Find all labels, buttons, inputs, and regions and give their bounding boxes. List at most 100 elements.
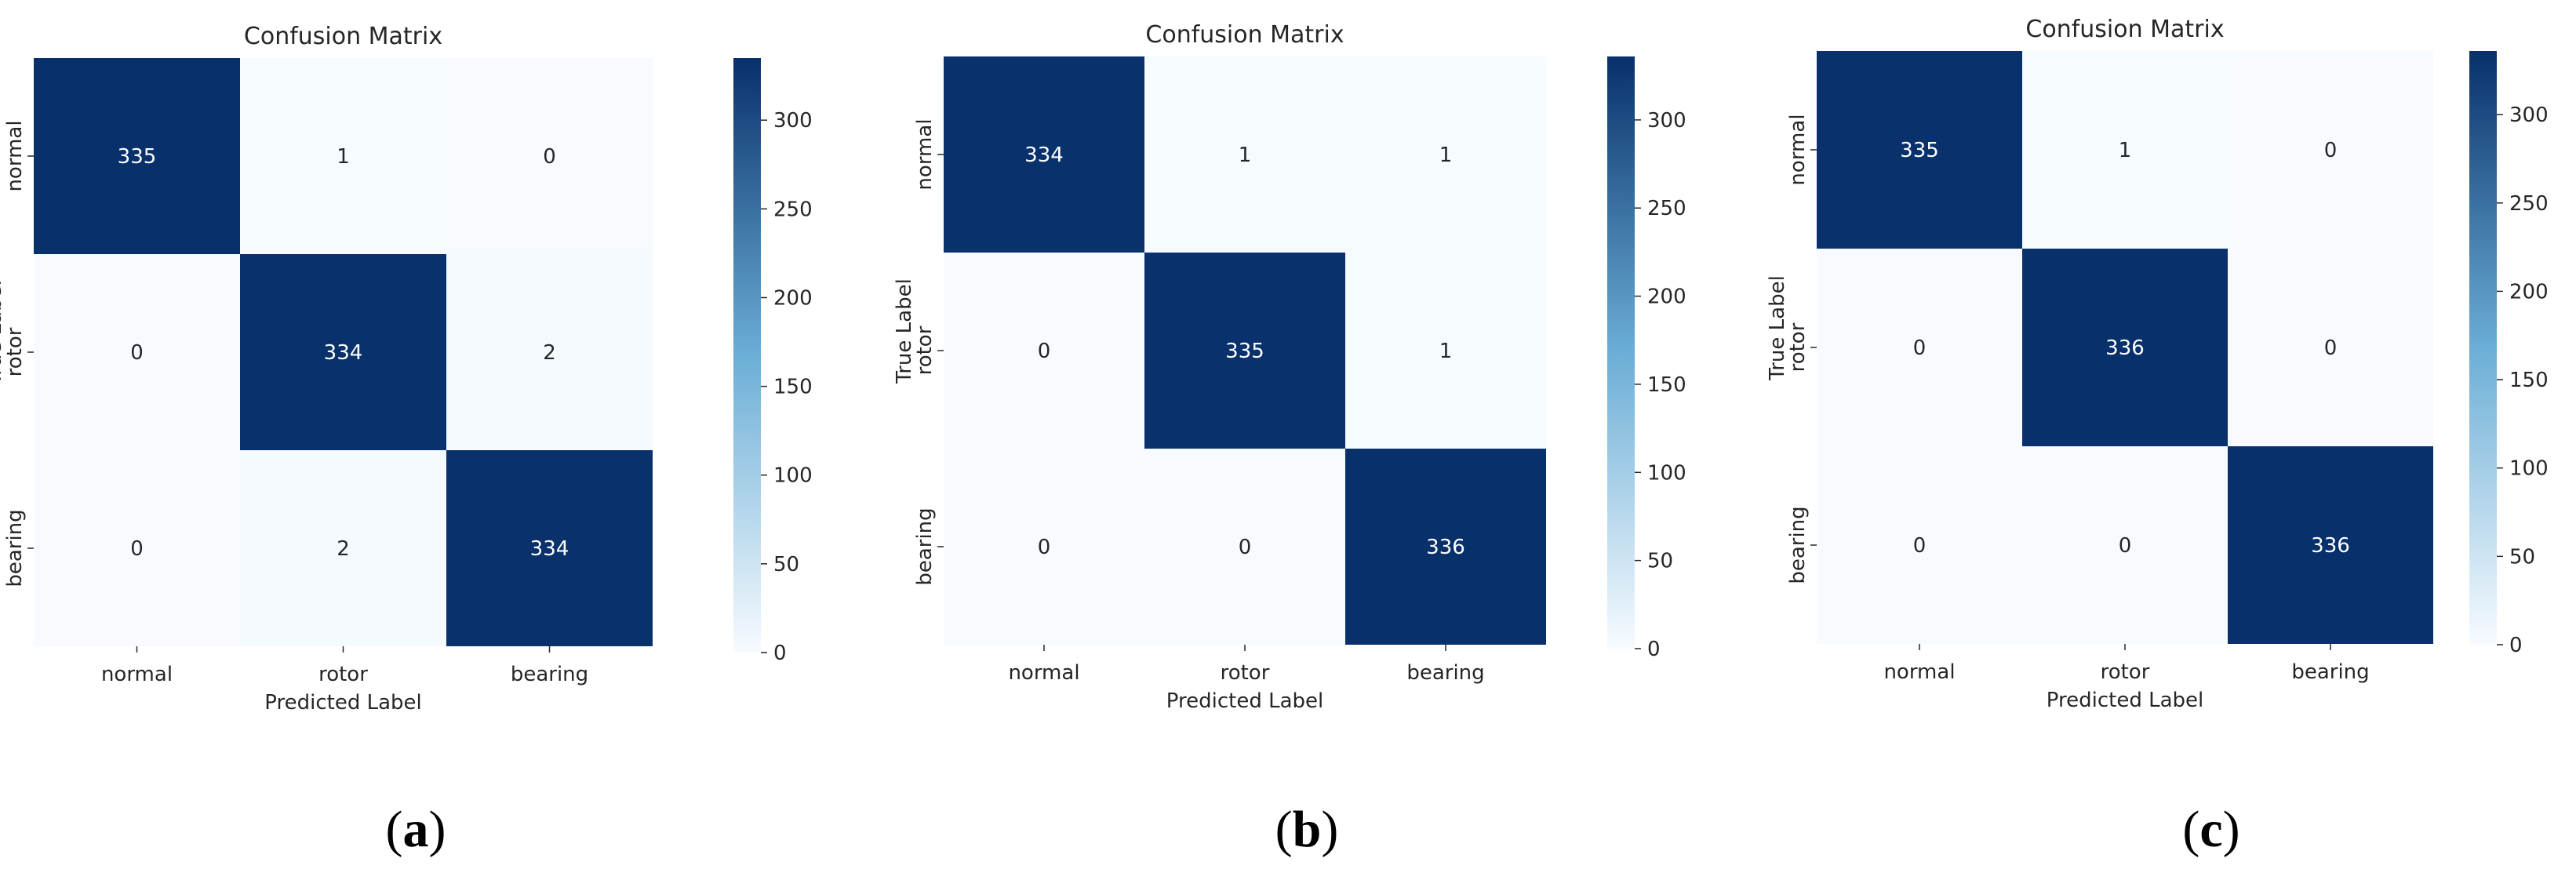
colorbar [733,58,761,653]
colorbar-tick-label: 150 [773,376,813,399]
colorbar [2469,51,2497,645]
cell-value-label: 336 [2105,336,2145,360]
heatmap-cell [240,450,446,646]
colorbar-tick-label: 100 [1647,461,1686,485]
heatmap-cell [34,58,240,254]
x-axis-label: Predicted Label [264,691,421,715]
heatmap-cell [1144,56,1345,253]
cell-value-label: 0 [130,341,144,365]
y-tick-label: normal [913,118,937,190]
x-tick-label: bearing [1406,661,1484,685]
colorbar-tick-label: 200 [773,286,813,310]
x-axis-label: Predicted Label [1166,689,1323,713]
heatmap-cell [34,450,240,646]
heatmap-cell [1817,249,2022,446]
colorbar-tick-label: 250 [1647,197,1686,220]
chart-title: Confusion Matrix [1145,21,1344,49]
cell-value-label: 0 [1913,534,1927,558]
heatmap-cell [446,450,653,646]
cell-value-label: 1 [1439,340,1453,363]
heatmap-cell [240,254,446,450]
cell-value-label: 335 [1900,139,1939,162]
y-axis-label: True Label [1766,275,1789,381]
x-tick-label: rotor [2101,660,2150,684]
y-axis-label: True Label [0,280,6,386]
colorbar-tick-label: 300 [1647,109,1686,133]
cell-value-label: 0 [2324,139,2338,162]
heatmap-cell [944,449,1144,645]
heatmap-cell [240,58,446,254]
cell-value-label: 335 [1225,340,1264,363]
heatmap-cell [1817,51,2022,249]
cell-value-label: 336 [2311,534,2350,558]
colorbar-tick-label: 250 [773,198,813,221]
heatmap-cell [34,254,240,450]
colorbar-tick-label: 0 [773,642,787,665]
x-tick-label: rotor [318,663,368,686]
colorbar-tick-label: 100 [2509,457,2549,481]
panel-b-letter: b [1292,801,1322,858]
cell-value-label: 1 [337,145,350,169]
cell-value-label: 0 [1038,536,1051,559]
colorbar-tick-label: 0 [2509,634,2523,657]
cell-value-label: 2 [337,537,350,561]
x-tick-label: rotor [1221,661,1270,685]
cell-value-label: 1 [2119,139,2132,162]
y-tick-label: rotor [1786,322,1810,372]
cell-value-label: 334 [530,537,569,561]
heatmap-cell [1345,253,1546,449]
cell-value-label: 334 [1024,144,1064,167]
colorbar-tick-label: 50 [1647,550,1673,573]
panel-a-letter: a [402,801,429,858]
heatmap-cell [944,253,1144,449]
heatmap-cell [446,58,653,254]
x-axis-label: Predicted Label [2047,689,2203,712]
heatmap-cell [446,254,653,450]
y-axis-label: True Label [893,278,916,384]
cell-value-label: 0 [2119,534,2132,558]
cell-value-label: 1 [1239,144,1252,167]
heatmap-cell [2022,249,2228,446]
x-tick-label: bearing [511,663,588,686]
x-tick-label: bearing [2291,660,2369,684]
y-tick-label: rotor [3,327,27,376]
y-tick-label: bearing [913,507,937,585]
panel-c-caption: (c) [2182,801,2240,858]
cell-value-label: 1 [1439,144,1453,167]
cell-value-label: 336 [1426,536,1465,559]
colorbar-tick-label: 0 [1647,638,1661,661]
colorbar-tick-label: 150 [2509,369,2549,392]
x-tick-label: normal [101,663,173,686]
heatmap-cell [1345,56,1546,253]
panel-a-caption: (a) [385,801,446,858]
colorbar [1607,56,1635,649]
colorbar-tick-label: 200 [1647,285,1686,309]
colorbar-tick-label: 100 [773,464,813,488]
heatmap-cell [2228,249,2433,446]
heatmap-cell [944,56,1144,253]
cell-value-label: 0 [2324,336,2338,360]
y-tick-label: normal [1786,114,1810,185]
heatmap-cell [2228,446,2433,644]
y-tick-label: normal [3,120,27,191]
heatmap-cell [2022,51,2228,249]
cell-value-label: 334 [324,341,363,365]
heatmap-cell [1817,446,2022,644]
panel-c-letter: c [2199,801,2223,858]
colorbar-tick-label: 200 [2509,280,2549,304]
panel-b-caption: (b) [1275,801,1339,858]
colorbar-tick-label: 50 [773,553,799,576]
heatmap-cell [2228,51,2433,249]
colorbar-tick-label: 300 [2509,104,2549,127]
colorbar-tick-label: 250 [2509,192,2549,216]
confusion-matrix-panel-b: Confusion Matrix 334 1 1 0 335 10 0 336 normal rot… [893,21,1686,713]
y-tick-label: rotor [913,325,937,375]
chart-title: Confusion Matrix [244,23,442,50]
x-tick-label: normal [1008,661,1079,685]
cell-value-label: 0 [130,537,144,561]
cell-value-label: 2 [543,341,556,365]
